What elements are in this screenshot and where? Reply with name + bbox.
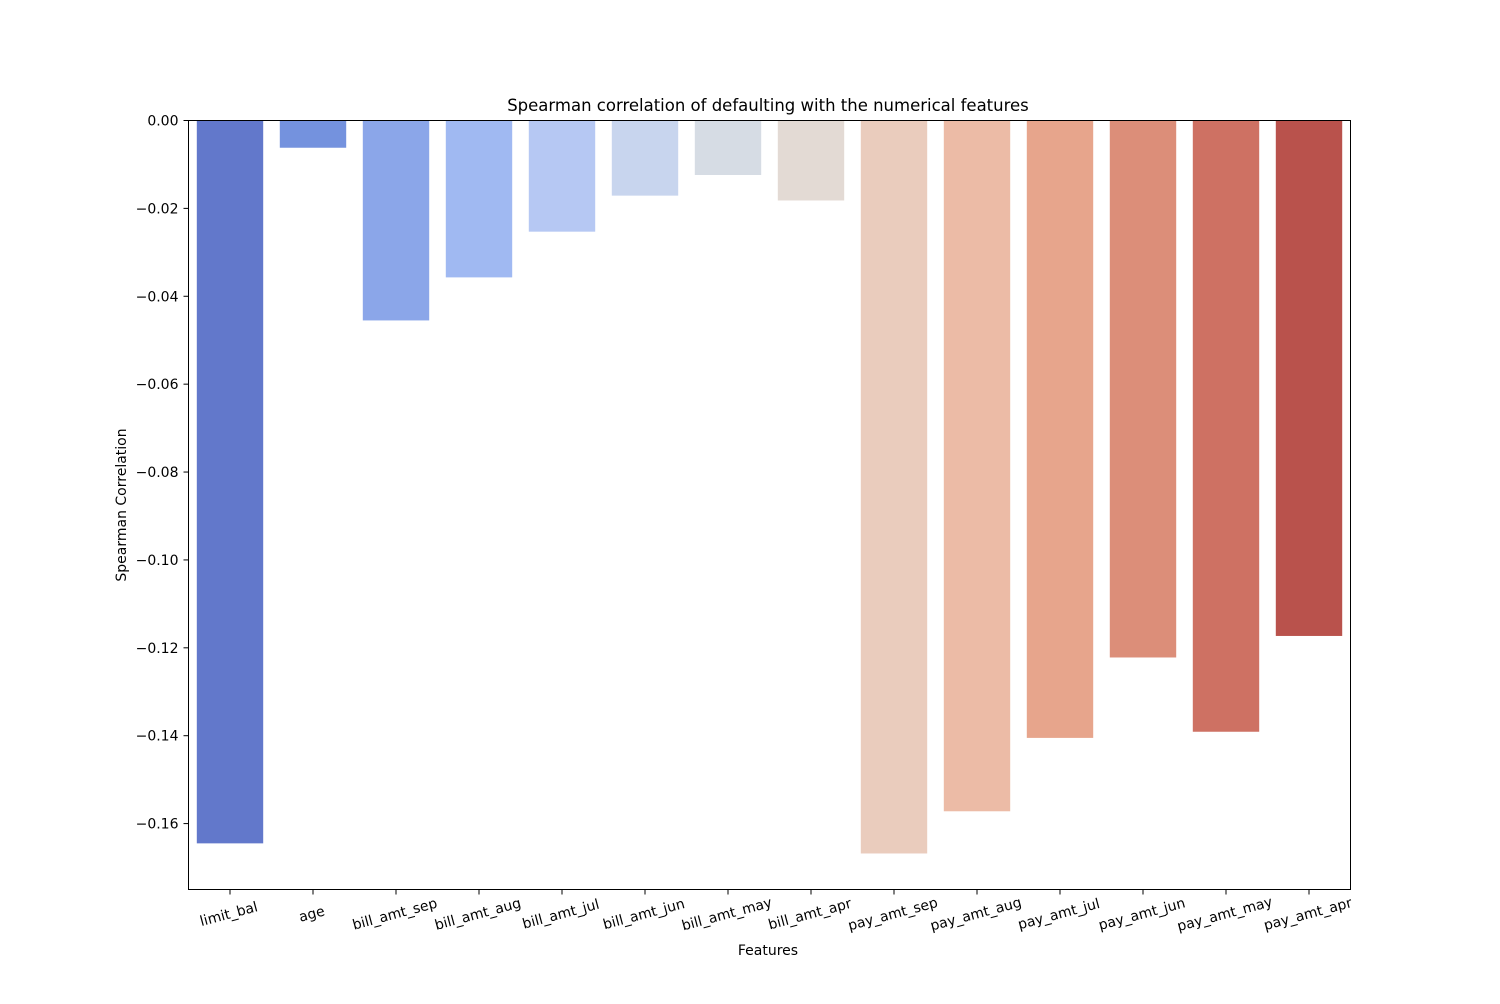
bar-age: [279, 120, 347, 148]
x-tick-label: bill_amt_aug: [433, 895, 523, 933]
y-tick-label: −0.06: [136, 377, 179, 393]
bar-pay-amt-jun: [1109, 120, 1177, 658]
bar-pay-amt-sep: [860, 120, 928, 854]
x-tick-label: pay_amt_aug: [929, 895, 1024, 935]
chart-title: Spearman correlation of defaulting with …: [507, 96, 1029, 115]
x-tick-label: pay_amt_apr: [1262, 895, 1354, 934]
y-tick-label: 0.00: [147, 114, 178, 130]
bar-pay-amt-jul: [1026, 120, 1094, 738]
bar-bill-amt-jun: [611, 120, 679, 196]
x-tick-label: pay_amt_jul: [1016, 896, 1101, 933]
x-tick-label: bill_amt_may: [680, 895, 774, 934]
x-tick-label: pay_amt_may: [1176, 894, 1275, 935]
bars-layer: [196, 120, 1343, 854]
y-tick-label: −0.10: [136, 553, 179, 569]
plot-frame: [188, 120, 1351, 890]
x-tick-label: pay_amt_sep: [846, 895, 939, 934]
y-axis-title: Spearman Correlation: [114, 428, 130, 581]
bar-pay-amt-aug: [943, 120, 1011, 812]
y-tick-label: −0.02: [136, 201, 179, 217]
y-tick-label: −0.16: [136, 817, 179, 833]
bar-pay-amt-apr: [1275, 120, 1343, 636]
bar-pay-amt-may: [1192, 120, 1260, 732]
bar-bill-amt-aug: [445, 120, 513, 278]
x-tick-label: bill_amt_jun: [601, 896, 686, 933]
x-tick-label: bill_amt_apr: [767, 896, 854, 934]
x-axis: limit_bal age bill_amt_sepbill_amt_augbill…: [198, 889, 1354, 935]
x-tick-label: age: [297, 904, 326, 926]
bar-bill-amt-apr: [777, 120, 845, 201]
y-tick-label: −0.04: [136, 289, 179, 305]
y-axis: 0.00 −0.02 −0.04 −0.06 −0.08 −0.10 −0.12 −0.14 −…: [136, 114, 189, 833]
x-tick-label: limit_bal: [198, 899, 259, 930]
y-tick-label: −0.08: [136, 465, 179, 481]
y-tick-label: −0.14: [136, 729, 179, 745]
x-tick-label: pay_amt_jun: [1097, 895, 1187, 934]
x-tick-label: bill_amt_sep: [351, 896, 439, 934]
bar-limit-bal: [196, 120, 264, 844]
bar-bill-amt-sep: [362, 120, 430, 321]
x-tick-label: bill_amt_jul: [521, 897, 601, 933]
y-tick-label: −0.12: [136, 641, 179, 657]
bar-bill-amt-may: [694, 120, 762, 175]
bar-bill-amt-jul: [528, 120, 596, 232]
x-axis-title: Features: [738, 943, 798, 959]
